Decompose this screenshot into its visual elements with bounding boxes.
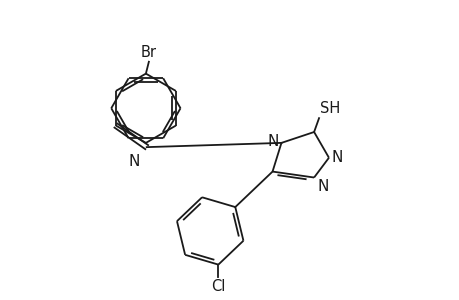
Text: N: N (316, 178, 328, 194)
Text: Cl: Cl (211, 279, 225, 294)
Text: N: N (128, 154, 140, 169)
Text: Br: Br (140, 45, 157, 60)
Text: N: N (267, 134, 278, 149)
Text: SH: SH (319, 101, 340, 116)
Text: N: N (331, 150, 342, 165)
